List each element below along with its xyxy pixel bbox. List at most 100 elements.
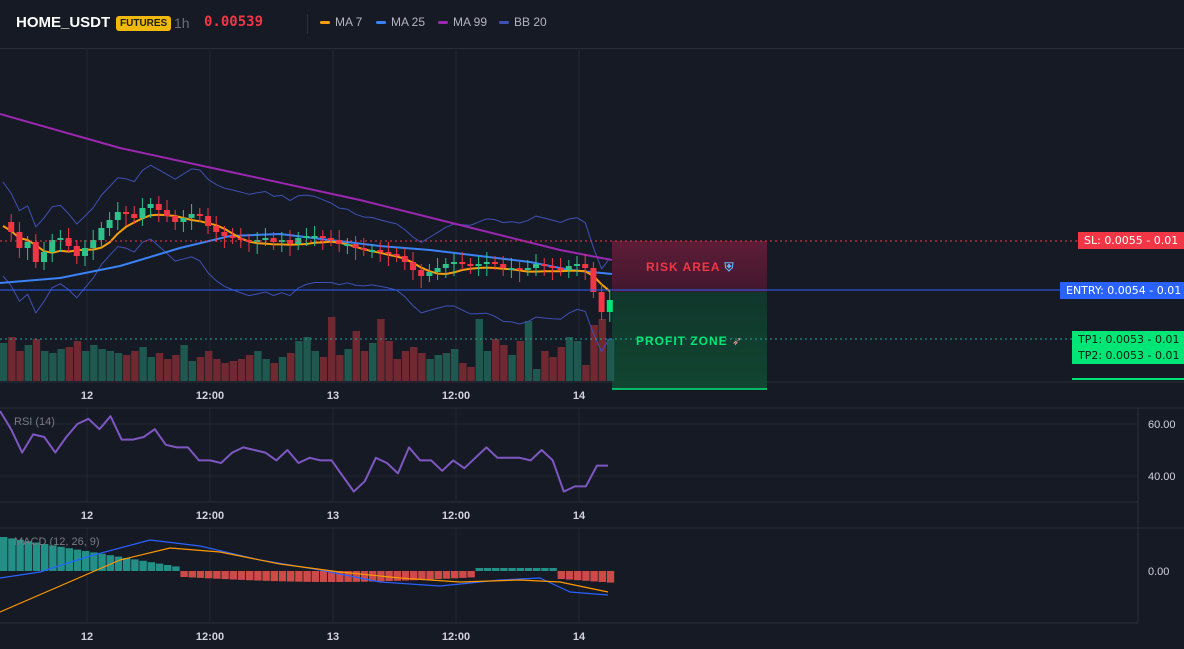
candle-body-down: [582, 264, 589, 268]
candle-body-up: [574, 264, 580, 266]
time-axis-tick: 14: [573, 631, 586, 643]
legend-ma99-label: MA 99: [453, 15, 488, 29]
candle-body-down: [319, 236, 326, 238]
macd-histogram-bar: [500, 568, 508, 571]
macd-histogram-bar: [303, 571, 311, 582]
volume-bar: [565, 337, 574, 381]
legend-ma99[interactable]: MA 99: [438, 15, 487, 29]
macd-histogram-bar: [344, 571, 352, 582]
volume-bar: [205, 351, 213, 381]
macd-histogram-bar: [131, 559, 139, 571]
volume-bar: [533, 369, 541, 381]
macd-histogram-bar: [8, 538, 16, 571]
macd-histogram-bar: [360, 571, 369, 582]
candle-body-down: [549, 266, 556, 268]
sl-tag[interactable]: SL: 0.0055 - 0.01: [1078, 232, 1184, 249]
candle-body-down: [418, 270, 425, 276]
macd-title: MACD (12, 26, 9): [14, 536, 100, 548]
macd-histogram-bar: [369, 571, 377, 582]
entry-tag[interactable]: ENTRY: 0.0054 - 0.01: [1060, 282, 1184, 299]
candle-body-up: [147, 204, 154, 208]
time-axis-tick: 12:00: [442, 631, 470, 643]
candle-body-down: [352, 244, 359, 248]
volume-bar: [98, 349, 106, 381]
candle-body-down: [196, 214, 203, 216]
volume-bar: [582, 365, 590, 381]
volume-bar: [459, 363, 467, 381]
risk-area-text: RISK AREA: [646, 260, 721, 274]
level-lines: [0, 240, 1078, 340]
macd-histogram-bar: [533, 568, 541, 571]
tp1-tag[interactable]: TP1: 0.0053 - 0.01: [1072, 331, 1184, 348]
legend-bb20-label: BB 20: [514, 15, 547, 29]
volume-bar: [369, 343, 377, 381]
candle-body-up: [311, 236, 318, 238]
candle-body-down: [155, 204, 162, 210]
macd-histogram-bar: [393, 571, 401, 581]
macd-histogram-bar: [278, 571, 287, 582]
timeframe-label[interactable]: 1h: [174, 15, 190, 31]
candle-body-down: [459, 262, 466, 264]
ma25-swatch: [376, 20, 386, 24]
time-axis-tick: 12: [81, 390, 93, 402]
macd-histogram-bar: [442, 571, 451, 579]
candle-body-up: [426, 272, 433, 276]
macd-histogram-bar: [221, 571, 229, 580]
volume-bar: [262, 359, 270, 381]
candle-body-up: [106, 220, 113, 228]
volume-bar: [574, 341, 582, 381]
macd-histogram-bar: [549, 568, 557, 571]
volume-bar: [434, 355, 442, 381]
macd-histogram-bar: [41, 544, 49, 571]
bb20-swatch: [499, 20, 509, 24]
macd-histogram-bar: [188, 571, 196, 578]
macd-histogram-bar: [114, 556, 123, 571]
macd-histogram-bar: [336, 571, 344, 582]
volume-bar: [229, 361, 237, 381]
volume-bar: [196, 357, 205, 381]
time-axes: 12 12:00 13 12:00 14 12 12:00 13 12:00 14 12 12:00 1…: [81, 390, 586, 643]
futures-badge: FUTURES: [116, 16, 172, 31]
volume-bar: [147, 357, 155, 381]
volume-bar: [319, 357, 328, 381]
volume-bar: [303, 337, 311, 381]
legend-ma25[interactable]: MA 25: [376, 15, 425, 29]
volume-bar: [90, 345, 98, 381]
volume-bar: [451, 349, 459, 381]
candle-body-down: [32, 242, 39, 262]
candle-body-up: [451, 262, 457, 264]
macd-histogram-bar: [524, 568, 533, 571]
volume-bar: [360, 351, 369, 381]
candle-body-up: [57, 238, 64, 240]
volume-bar: [377, 319, 385, 381]
legend-bb20[interactable]: BB 20: [499, 15, 547, 29]
volume-bar: [164, 359, 172, 381]
time-axis-tick: 12:00: [442, 510, 470, 522]
volume-bar: [549, 357, 557, 381]
candle-body-down: [246, 240, 252, 242]
candle-body-down: [336, 240, 343, 244]
rsi-line: [0, 410, 608, 493]
candle-body-up: [49, 240, 56, 252]
candle-body-up: [369, 250, 375, 252]
volume-bar: [41, 351, 49, 381]
tp2-tag[interactable]: TP2: 0.0053 - 0.01: [1072, 347, 1184, 364]
symbol-name[interactable]: HOME_USDT: [16, 14, 111, 31]
rocket-icon: ➶: [732, 334, 744, 348]
macd-histogram-bar: [451, 571, 459, 579]
candle-body-up: [82, 248, 88, 256]
volume-bar: [221, 363, 229, 381]
macd-histogram-bar: [459, 571, 467, 578]
volume-bar: [311, 351, 319, 381]
macd-pane: MACD (12, 26, 9) 0.00: [0, 536, 1169, 613]
volume-bar: [254, 351, 262, 381]
candle-body-down: [270, 238, 277, 242]
macd-histogram-bar: [90, 552, 98, 571]
candle-body-down: [16, 232, 23, 248]
candle-body-up: [188, 214, 195, 218]
bb-upper-band: [2, 164, 611, 270]
legend-ma7[interactable]: MA 7: [320, 15, 362, 29]
risk-area-box: [612, 241, 767, 292]
macd-histogram-bar: [270, 571, 278, 582]
